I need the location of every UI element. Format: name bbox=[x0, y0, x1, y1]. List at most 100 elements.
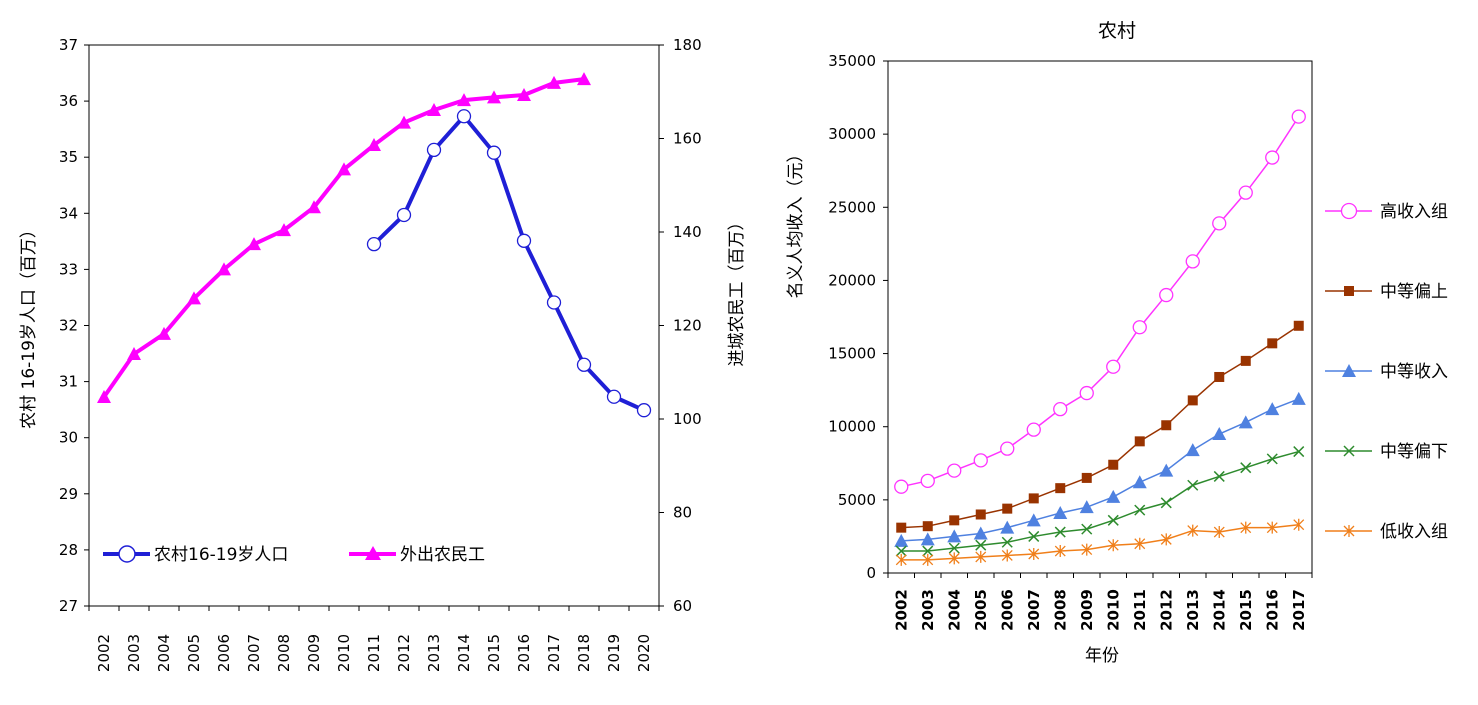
data-point-rural-youth bbox=[606, 389, 622, 404]
data-point-upper-middle bbox=[949, 515, 960, 526]
right-y-tick-label: 60 bbox=[673, 597, 692, 615]
x-tick-label: 2009 bbox=[305, 634, 323, 672]
data-point-rural-youth bbox=[636, 403, 652, 418]
chart-right-series bbox=[894, 109, 1306, 566]
x-tick-label: 2015 bbox=[1237, 589, 1255, 631]
data-point-lower-middle bbox=[1001, 536, 1013, 548]
legend-marker-upper-middle bbox=[1344, 286, 1354, 296]
x-tick-label: 2005 bbox=[185, 634, 203, 672]
data-point-upper-middle bbox=[896, 522, 907, 533]
data-point-lower-middle bbox=[1107, 514, 1119, 526]
data-point-middle-income bbox=[1185, 443, 1200, 457]
data-point-high-income bbox=[1185, 254, 1200, 269]
data-point-high-income bbox=[1079, 385, 1094, 401]
data-point-migrant-workers bbox=[547, 75, 561, 89]
data-point-migrant-workers bbox=[247, 237, 261, 251]
x-tick-label: 2015 bbox=[485, 634, 503, 672]
data-point-lower-middle bbox=[1293, 446, 1305, 458]
data-point-high-income bbox=[894, 479, 909, 494]
data-point-lower-middle bbox=[975, 539, 987, 551]
data-point-upper-middle bbox=[1134, 436, 1145, 447]
chart-right-y-axis-title: 名义人均收入（元） bbox=[786, 146, 806, 299]
data-point-low-income bbox=[1240, 521, 1252, 534]
series-line-middle-income bbox=[901, 398, 1300, 542]
x-tick-label: 2013 bbox=[1184, 589, 1202, 631]
x-tick-label: 2012 bbox=[395, 634, 413, 672]
chart-right: 农村 0 5000 10000 15000 20000 25000 30000 35000 20… bbox=[786, 20, 1448, 666]
data-point-middle-income bbox=[1159, 463, 1174, 477]
data-point-lower-middle bbox=[1240, 462, 1252, 474]
left-y-tick-label: 37 bbox=[59, 36, 78, 54]
x-tick-label: 2019 bbox=[605, 634, 623, 672]
y-tick-label: 25000 bbox=[828, 198, 876, 216]
data-point-migrant-workers bbox=[97, 390, 111, 404]
x-tick-label: 2002 bbox=[892, 589, 910, 631]
data-point-migrant-workers bbox=[337, 162, 351, 176]
legend-label-middle-income: 中等收入 bbox=[1380, 362, 1448, 382]
data-point-migrant-workers bbox=[427, 102, 441, 116]
data-point-high-income bbox=[1291, 109, 1306, 124]
data-point-high-income bbox=[947, 463, 962, 478]
x-tick-label: 2009 bbox=[1078, 589, 1096, 631]
x-tick-label: 2012 bbox=[1157, 589, 1175, 631]
data-point-low-income bbox=[948, 552, 960, 565]
right-y-tick-label: 140 bbox=[673, 223, 702, 241]
left-y-tick-label: 36 bbox=[59, 92, 78, 110]
data-point-lower-middle bbox=[948, 542, 960, 554]
data-point-lower-middle bbox=[1266, 453, 1278, 465]
data-point-middle-income bbox=[1132, 475, 1147, 489]
data-point-lower-middle bbox=[1187, 479, 1199, 491]
data-point-middle-income bbox=[1212, 427, 1227, 441]
data-point-high-income bbox=[1159, 287, 1174, 303]
data-point-high-income bbox=[1132, 320, 1147, 335]
data-point-low-income bbox=[1266, 521, 1278, 534]
data-point-migrant-workers bbox=[367, 138, 381, 152]
x-tick-label: 2011 bbox=[365, 634, 383, 672]
legend-label-lower-middle: 中等偏下 bbox=[1380, 442, 1448, 462]
series-line-lower-middle bbox=[901, 450, 1299, 552]
data-point-low-income bbox=[1134, 537, 1146, 550]
x-tick-label: 2017 bbox=[545, 634, 563, 672]
legend-marker-high-income bbox=[1340, 202, 1358, 220]
x-tick-label: 2003 bbox=[919, 589, 937, 631]
x-tick-label: 2002 bbox=[95, 634, 113, 672]
data-point-low-income bbox=[1293, 518, 1305, 531]
x-tick-label: 2007 bbox=[1025, 589, 1043, 631]
data-point-rural-youth bbox=[486, 145, 502, 160]
right-y-tick-label: 100 bbox=[673, 410, 702, 428]
data-point-migrant-workers bbox=[517, 88, 531, 102]
left-y-tick-label: 33 bbox=[59, 260, 78, 278]
series-line-low-income bbox=[901, 523, 1299, 561]
x-tick-label: 2008 bbox=[1051, 589, 1069, 631]
legend-label-migrant-workers: 外出农民工 bbox=[400, 545, 485, 565]
data-point-middle-income bbox=[1026, 513, 1041, 527]
data-point-migrant-workers bbox=[397, 115, 411, 129]
y-tick-label: 5000 bbox=[838, 491, 876, 509]
data-point-low-income bbox=[1160, 533, 1172, 546]
y-tick-label: 15000 bbox=[828, 345, 876, 363]
legend-label-low-income: 低收入组 bbox=[1380, 522, 1448, 542]
x-tick-label: 2017 bbox=[1290, 589, 1308, 631]
data-point-rural-youth bbox=[546, 295, 562, 310]
legend-label-high-income: 高收入组 bbox=[1380, 202, 1448, 222]
legend-marker-low-income bbox=[1343, 525, 1355, 537]
x-tick-label: 2007 bbox=[245, 634, 263, 672]
data-point-upper-middle bbox=[1267, 338, 1278, 349]
data-point-lower-middle bbox=[1213, 470, 1225, 482]
data-point-migrant-workers bbox=[157, 326, 171, 340]
x-tick-label: 2010 bbox=[335, 634, 353, 672]
right-y-tick-label: 120 bbox=[673, 317, 702, 335]
data-point-high-income bbox=[1000, 441, 1015, 456]
left-y-tick-label: 32 bbox=[59, 317, 78, 335]
data-point-lower-middle bbox=[1134, 504, 1146, 516]
data-point-middle-income bbox=[894, 533, 909, 547]
x-tick-label: 2011 bbox=[1131, 589, 1149, 631]
data-point-upper-middle bbox=[1002, 503, 1013, 514]
data-point-low-income bbox=[1001, 549, 1013, 562]
data-point-lower-middle bbox=[1081, 523, 1093, 535]
data-point-upper-middle bbox=[1081, 472, 1092, 483]
left-y-tick-label: 27 bbox=[59, 597, 78, 615]
data-point-low-income bbox=[975, 550, 987, 563]
